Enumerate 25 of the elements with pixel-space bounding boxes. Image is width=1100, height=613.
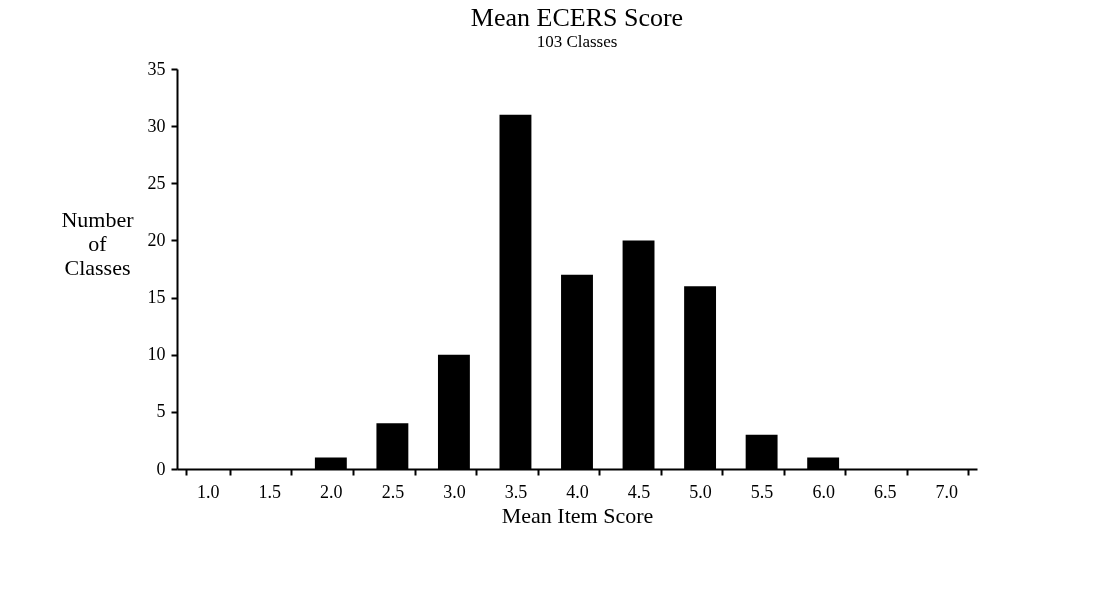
y-tick-label: 10 (147, 344, 166, 365)
y-tick-label: 5 (156, 401, 166, 422)
x-tick-label: 2.0 (320, 481, 343, 502)
x-tick-label: 6.0 (812, 481, 835, 502)
x-tick-label: 3.0 (443, 481, 466, 502)
y-axis-title: Number of Classes (61, 206, 135, 280)
x-tick-label: 6.5 (873, 481, 897, 502)
chart-subtitle: 103 Classes (536, 32, 618, 51)
chart-title: Mean ECERS Score (470, 3, 684, 32)
y-tick-label: 30 (147, 115, 166, 136)
y-tick-label: 0 (156, 458, 166, 479)
x-axis-title: Mean Item Score (501, 502, 654, 528)
x-tick-label: 1.5 (258, 481, 282, 502)
x-tick-label: 3.5 (504, 481, 528, 502)
y-tick-label: 25 (147, 172, 166, 193)
x-tick-label: 7.0 (935, 481, 958, 502)
x-tick-label: 5.0 (689, 481, 712, 502)
x-tick-label: 2.5 (381, 481, 405, 502)
x-tick-label: 1.0 (197, 481, 220, 502)
x-tick-label: 4.5 (627, 481, 651, 502)
x-tick-label: 5.5 (750, 481, 774, 502)
y-tick-label: 20 (147, 229, 166, 250)
y-tick-label: 35 (147, 58, 166, 79)
x-tick-label: 4.0 (566, 481, 589, 502)
y-tick-label: 15 (147, 287, 166, 308)
